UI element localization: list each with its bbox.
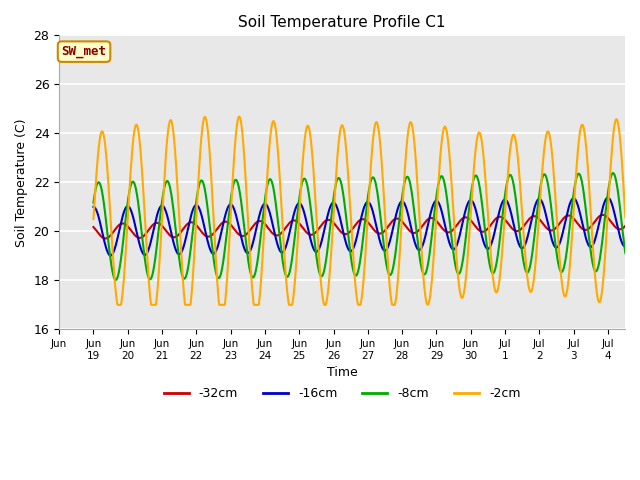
Legend: -32cm, -16cm, -8cm, -2cm: -32cm, -16cm, -8cm, -2cm (159, 383, 525, 406)
Y-axis label: Soil Temperature (C): Soil Temperature (C) (15, 118, 28, 247)
X-axis label: Time: Time (326, 366, 358, 379)
Text: SW_met: SW_met (61, 45, 106, 58)
Title: Soil Temperature Profile C1: Soil Temperature Profile C1 (238, 15, 446, 30)
